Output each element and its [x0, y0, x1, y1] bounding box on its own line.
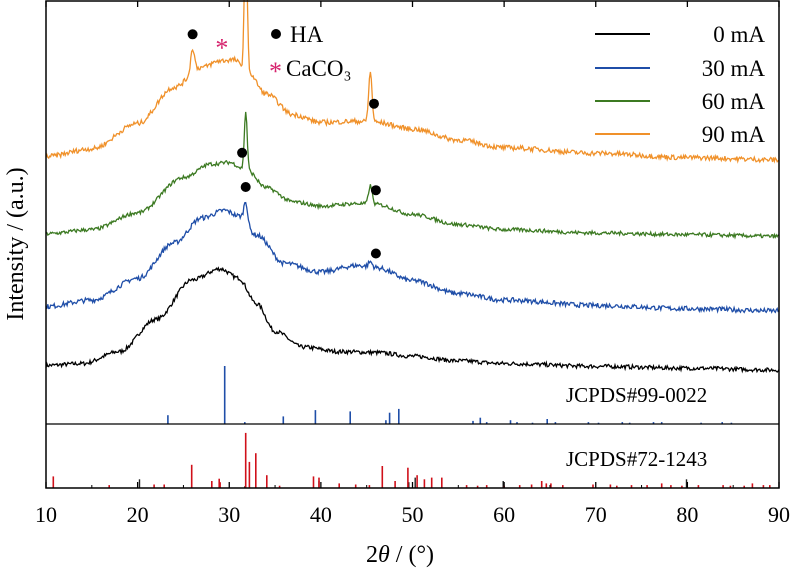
series-line-60-ma	[45, 111, 780, 240]
x-tick-label: 90	[768, 502, 790, 527]
x-axis-label: 2θ / (°)	[366, 542, 434, 568]
ha-peak-marker	[187, 29, 198, 40]
x-tick-label: 80	[676, 502, 698, 527]
y-axis-label: Intensity / (a.u.)	[3, 167, 29, 320]
legend-caco3-label: CaCO₃	[286, 56, 352, 81]
ha-peak-marker	[240, 182, 251, 192]
ha-peak-marker	[237, 147, 248, 158]
reference-label-2: JCPDS#72-1243	[566, 447, 707, 471]
plot-frame	[45, 0, 780, 489]
x-axis-label-2: 2	[366, 542, 378, 568]
x-tick-label: 50	[402, 502, 424, 527]
legend-series: 0 mA 30 mA 60 mA 90 mA	[595, 22, 765, 147]
x-tick-label: 30	[218, 502, 240, 527]
peak-markers: *	[187, 29, 381, 259]
series-line-90-ma	[45, 0, 780, 164]
reference-pattern-1	[167, 366, 733, 424]
legend-ha-label: HA	[290, 22, 324, 47]
legend-label: 0 mA	[713, 22, 765, 47]
legend-ha-marker	[271, 29, 281, 39]
series-line-0-ma	[45, 266, 780, 374]
legend-label: 90 mA	[702, 122, 766, 147]
x-tick-label: 40	[310, 502, 332, 527]
x-tick-label: 70	[585, 502, 607, 527]
ha-peak-marker	[370, 185, 381, 196]
legend-caco3-marker: *	[269, 57, 282, 86]
series-line-30-ma	[45, 201, 780, 314]
reference-label-1: JCPDS#99-0022	[566, 383, 707, 407]
x-axis-ticks: 10 20 30 40 50 60 70 80 90	[35, 1, 790, 527]
x-axis-label-theta: θ	[378, 542, 390, 568]
ha-peak-marker	[370, 248, 381, 259]
x-tick-label: 20	[127, 502, 149, 527]
caco3-peak-marker: *	[215, 34, 228, 63]
x-tick-label: 60	[493, 502, 515, 527]
legend-label: 30 mA	[702, 56, 766, 81]
x-tick-label: 10	[35, 502, 57, 527]
legend-label: 60 mA	[702, 89, 766, 114]
x-axis-label-unit: / (°)	[390, 542, 434, 568]
ha-peak-marker	[369, 98, 379, 109]
series-group	[45, 0, 780, 374]
